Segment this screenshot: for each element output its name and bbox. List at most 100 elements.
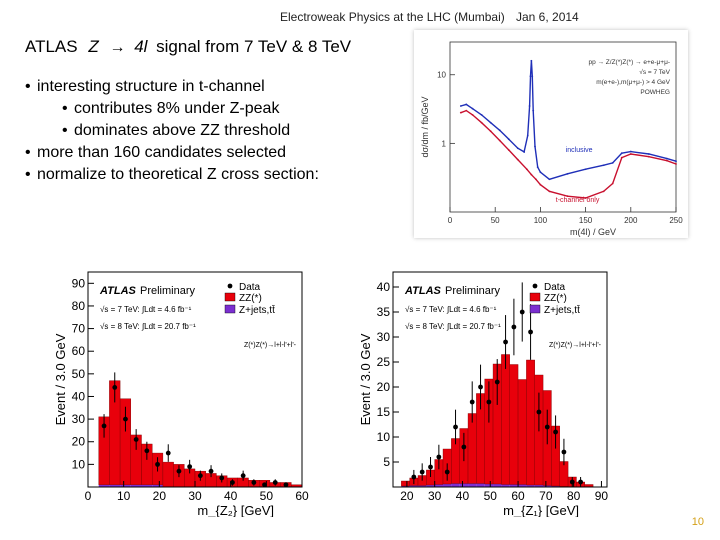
data-point [411,474,417,480]
bullet-item: • normalize to theoretical Z cross sectio… [25,166,319,183]
bar-zjets [459,483,469,487]
data-point [444,469,450,475]
data-point [539,183,542,186]
bar-zjets [109,484,121,487]
legend-zjets-label: Z+jets,tt̄ [544,304,580,316]
x-tick-label: 0 [448,216,453,225]
bar-zz [509,364,519,485]
legend-text: pp → Z/Z(*)Z(*) → e+e-μ+μ- [588,59,670,66]
data-point [561,449,567,455]
data-point [531,75,534,78]
data-point [548,190,551,193]
data-point [507,149,510,151]
annotation-t-channel: t-channel only [556,197,600,204]
data-point [461,444,467,450]
bar-zjets [476,483,485,487]
data-point [419,469,425,475]
legend-text: POWHEG [640,89,670,96]
y-tick-label: 70 [72,322,86,336]
data-point [629,150,632,153]
data-point [471,113,474,116]
bar-zjets [493,484,502,487]
data-point [536,409,542,415]
bar-zjets [501,484,510,487]
data-point [176,468,182,474]
y-tick-label: 10 [437,71,446,80]
bar-zjets [141,484,153,487]
x-tick-label: 50 [260,489,274,503]
data-point [675,163,677,165]
mz1-plot-panel: 20 30 40 50 60 70 80 90 5 10 15 20 25 30 35 40 m_{Z₁} [G… [357,262,622,518]
bar-zjets [418,485,427,487]
x-tick-label: 200 [624,216,638,225]
lumi-8tev-label: √s = 8 TeV: ∫Ldt = 20.7 fb⁻¹ [405,322,501,331]
bullet-text: interesting structure in t-channel [37,78,265,95]
x-tick-label: 20 [153,489,167,503]
y-tick-label: 40 [72,389,86,403]
data-point [532,109,535,112]
data-point [525,168,528,171]
bullet-text: dominates above ZZ threshold [74,122,291,139]
y-tick-label: 30 [72,412,86,426]
x-tick-label: 10 [117,489,131,503]
bar-zjets [526,485,535,487]
y-tick-label: 5 [383,455,390,469]
data-point [544,424,550,430]
bar-zz [451,438,460,484]
data-point [507,138,510,141]
data-point [647,153,650,155]
y-tick-label: 20 [377,380,391,394]
x-tick-label: 100 [534,216,548,225]
title-4l: 4l [134,37,148,56]
legend-zz-label: ZZ(*) [544,293,567,304]
x-tick-label: 30 [428,489,442,503]
data-point [471,107,474,110]
data-point [494,379,500,385]
legend-zz-swatch [224,292,236,302]
x-tick-label: 40 [224,489,238,503]
data-point [526,134,529,137]
header-date: Jan 6, 2014 [516,10,579,24]
y-axis-label: dσ/dm / fb/GeV [420,96,430,157]
process-label: Z(*)Z(*)→l+l-l'+l'- [549,342,602,349]
data-point [436,454,442,460]
data-point [219,475,225,481]
bullet-text: normalize to theoretical Z cross section… [37,166,319,183]
xsec-chart: 0 50 100 150 200 250 10 1 m(4l) / GeV dσ/dm / fb/… [420,41,683,237]
data-point [666,159,668,162]
bar-zz [526,359,535,486]
mz2-chart: 0 10 20 30 40 50 60 10 20 30 40 50 60 70 80 90 m_{Z₂} [G… [53,271,309,518]
data-point [511,324,517,330]
x-tick-label: 20 [400,489,414,503]
data-point [459,105,462,107]
data-point [453,424,458,430]
data-point [519,309,525,315]
data-point [240,473,246,479]
x-axis-label: m_{Z₂} [GeV] [197,503,274,517]
legend-data-marker [532,283,538,289]
data-point [530,173,533,176]
data-point [465,103,468,106]
bar-zjets [120,484,131,487]
header-talk-title: Electroweak Physics at the LHC (Mumbai) [280,10,505,24]
plot-frame [449,41,677,213]
y-tick-label: 1 [442,139,447,148]
legend-data-label: Data [544,282,566,293]
sub-bullet-item: • contributes 8% under Z-peak [62,100,280,117]
bar-zjets [484,484,494,487]
bar-zjets [98,484,110,487]
x-tick-label: 30 [188,489,202,503]
data-point [272,480,278,485]
data-point [208,468,214,474]
data-point [528,105,531,107]
x-tick-label: 150 [579,216,593,225]
atlas-label: ATLAS [404,285,442,297]
data-point [230,480,235,485]
arrow-icon: → [109,39,126,56]
data-point [675,160,677,163]
y-tick-label: 80 [72,299,86,313]
y-axis-label: Event / 3.0 GeV [358,333,373,425]
title-prefix: ATLAS [25,37,78,56]
data-point [489,121,492,124]
data-point [516,158,519,161]
